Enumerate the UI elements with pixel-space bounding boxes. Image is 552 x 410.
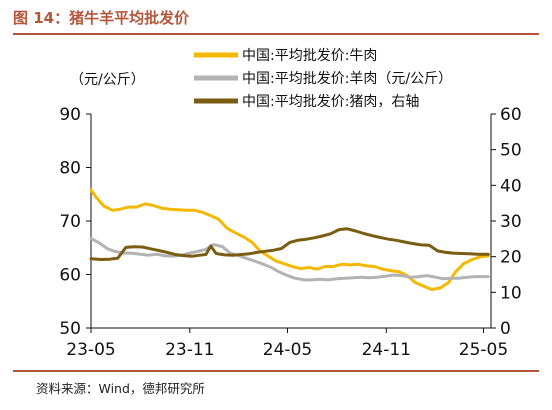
left-axis-unit-label: （元/公斤） (70, 72, 145, 88)
series-line-2 (89, 227, 490, 261)
left-y-tick-label: 50 (59, 319, 81, 339)
x-tick-label: 23-05 (66, 340, 115, 360)
left-y-tick-label: 90 (59, 105, 81, 125)
right-y-tick-label: 30 (500, 212, 522, 232)
right-y-tick-label: 50 (500, 141, 522, 161)
x-tick-label: 23-11 (165, 340, 214, 360)
right-y-tick-label: 20 (500, 248, 522, 268)
legend-label-1: 中国:平均批发价:羊肉（元/公斤） (242, 71, 452, 87)
title-rule (13, 33, 539, 35)
series-line-0 (89, 188, 490, 291)
chart-series-lines (89, 188, 490, 291)
chart-axes: 50 60 70 80 90 0 10 20 30 40 50 60 23-05 23-11 24-05 24… (59, 105, 521, 360)
x-tick-label: 24-05 (263, 340, 312, 360)
right-y-tick-label: 40 (500, 176, 522, 196)
right-y-tick-label: 60 (500, 105, 522, 125)
left-y-tick-label: 60 (59, 266, 81, 286)
right-y-tick-label: 10 (500, 283, 522, 303)
left-y-tick-label: 80 (59, 159, 81, 179)
left-y-tick-label: 70 (59, 212, 81, 232)
x-tick-label: 25-05 (459, 340, 508, 360)
legend-label-0: 中国:平均批发价:牛肉 (242, 48, 377, 64)
legend-label-2: 中国:平均批发价:猪肉，右轴 (242, 94, 419, 110)
figure-title: 图 14：猪牛羊平均批发价 (13, 9, 190, 27)
source-note: 资料来源：Wind，德邦研究所 (36, 381, 205, 396)
x-tick-label: 24-11 (362, 340, 411, 360)
source-rule (13, 370, 539, 372)
series-line-1 (89, 237, 490, 282)
right-y-tick-label: 0 (500, 319, 511, 339)
